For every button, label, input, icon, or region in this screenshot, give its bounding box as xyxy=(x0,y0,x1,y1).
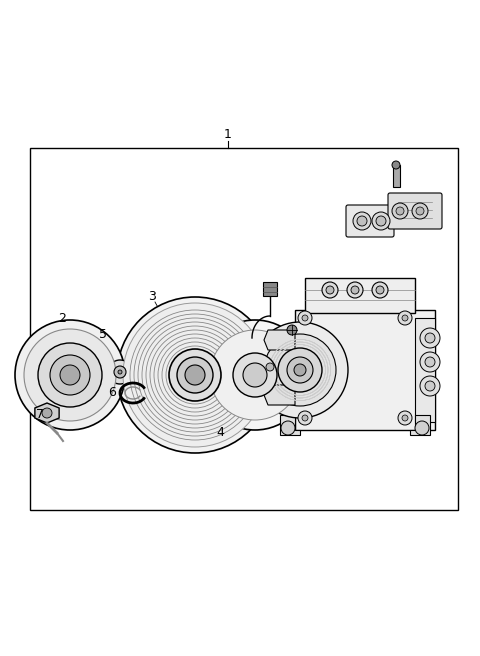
Circle shape xyxy=(117,297,273,453)
Circle shape xyxy=(353,212,371,230)
Circle shape xyxy=(376,216,386,226)
Circle shape xyxy=(322,282,338,298)
Polygon shape xyxy=(264,385,295,405)
Circle shape xyxy=(420,376,440,396)
Circle shape xyxy=(398,311,412,325)
Text: 2: 2 xyxy=(58,312,66,325)
Bar xyxy=(295,310,435,430)
Circle shape xyxy=(425,357,435,367)
Circle shape xyxy=(402,315,408,321)
Circle shape xyxy=(412,203,428,219)
Circle shape xyxy=(118,370,122,374)
Circle shape xyxy=(294,364,306,376)
Circle shape xyxy=(298,311,312,325)
Polygon shape xyxy=(264,330,295,350)
Circle shape xyxy=(243,363,267,387)
Polygon shape xyxy=(35,403,59,423)
Circle shape xyxy=(376,286,384,294)
Circle shape xyxy=(420,328,440,348)
Circle shape xyxy=(252,322,348,418)
Circle shape xyxy=(233,353,277,397)
Bar xyxy=(263,282,277,296)
Text: 4: 4 xyxy=(216,426,224,438)
Circle shape xyxy=(372,212,390,230)
Circle shape xyxy=(169,349,221,401)
Circle shape xyxy=(123,303,267,447)
Circle shape xyxy=(264,334,336,406)
Circle shape xyxy=(60,365,80,385)
Bar xyxy=(305,278,415,313)
FancyBboxPatch shape xyxy=(388,193,442,229)
Bar xyxy=(30,148,458,510)
Text: 1: 1 xyxy=(224,129,232,142)
Circle shape xyxy=(416,207,424,215)
Circle shape xyxy=(38,343,102,407)
Circle shape xyxy=(185,365,205,385)
Circle shape xyxy=(402,415,408,421)
Circle shape xyxy=(298,411,312,425)
Text: 6: 6 xyxy=(108,386,116,400)
Text: 3: 3 xyxy=(148,289,156,302)
Polygon shape xyxy=(270,378,295,395)
Circle shape xyxy=(347,282,363,298)
Circle shape xyxy=(302,415,308,421)
Circle shape xyxy=(287,325,297,335)
Circle shape xyxy=(108,360,132,384)
Circle shape xyxy=(42,408,52,418)
Circle shape xyxy=(372,282,388,298)
Text: 5: 5 xyxy=(99,329,107,342)
Polygon shape xyxy=(410,415,430,435)
Circle shape xyxy=(425,333,435,343)
Polygon shape xyxy=(280,415,300,435)
Circle shape xyxy=(392,161,400,169)
Circle shape xyxy=(326,286,334,294)
Circle shape xyxy=(351,286,359,294)
Circle shape xyxy=(392,203,408,219)
Circle shape xyxy=(266,363,274,371)
Bar xyxy=(393,165,400,187)
Circle shape xyxy=(357,216,367,226)
Bar xyxy=(415,318,435,422)
Circle shape xyxy=(396,207,404,215)
Circle shape xyxy=(415,421,429,435)
Circle shape xyxy=(287,357,313,383)
Circle shape xyxy=(114,366,126,378)
Circle shape xyxy=(420,352,440,372)
Circle shape xyxy=(425,381,435,391)
Circle shape xyxy=(15,320,125,430)
Text: 7: 7 xyxy=(36,409,44,422)
FancyBboxPatch shape xyxy=(346,205,394,237)
Circle shape xyxy=(398,411,412,425)
Circle shape xyxy=(200,320,310,430)
Circle shape xyxy=(281,421,295,435)
Circle shape xyxy=(302,315,308,321)
Circle shape xyxy=(24,329,116,421)
Circle shape xyxy=(177,357,213,393)
Circle shape xyxy=(278,348,322,392)
Circle shape xyxy=(210,330,300,420)
Circle shape xyxy=(50,355,90,395)
